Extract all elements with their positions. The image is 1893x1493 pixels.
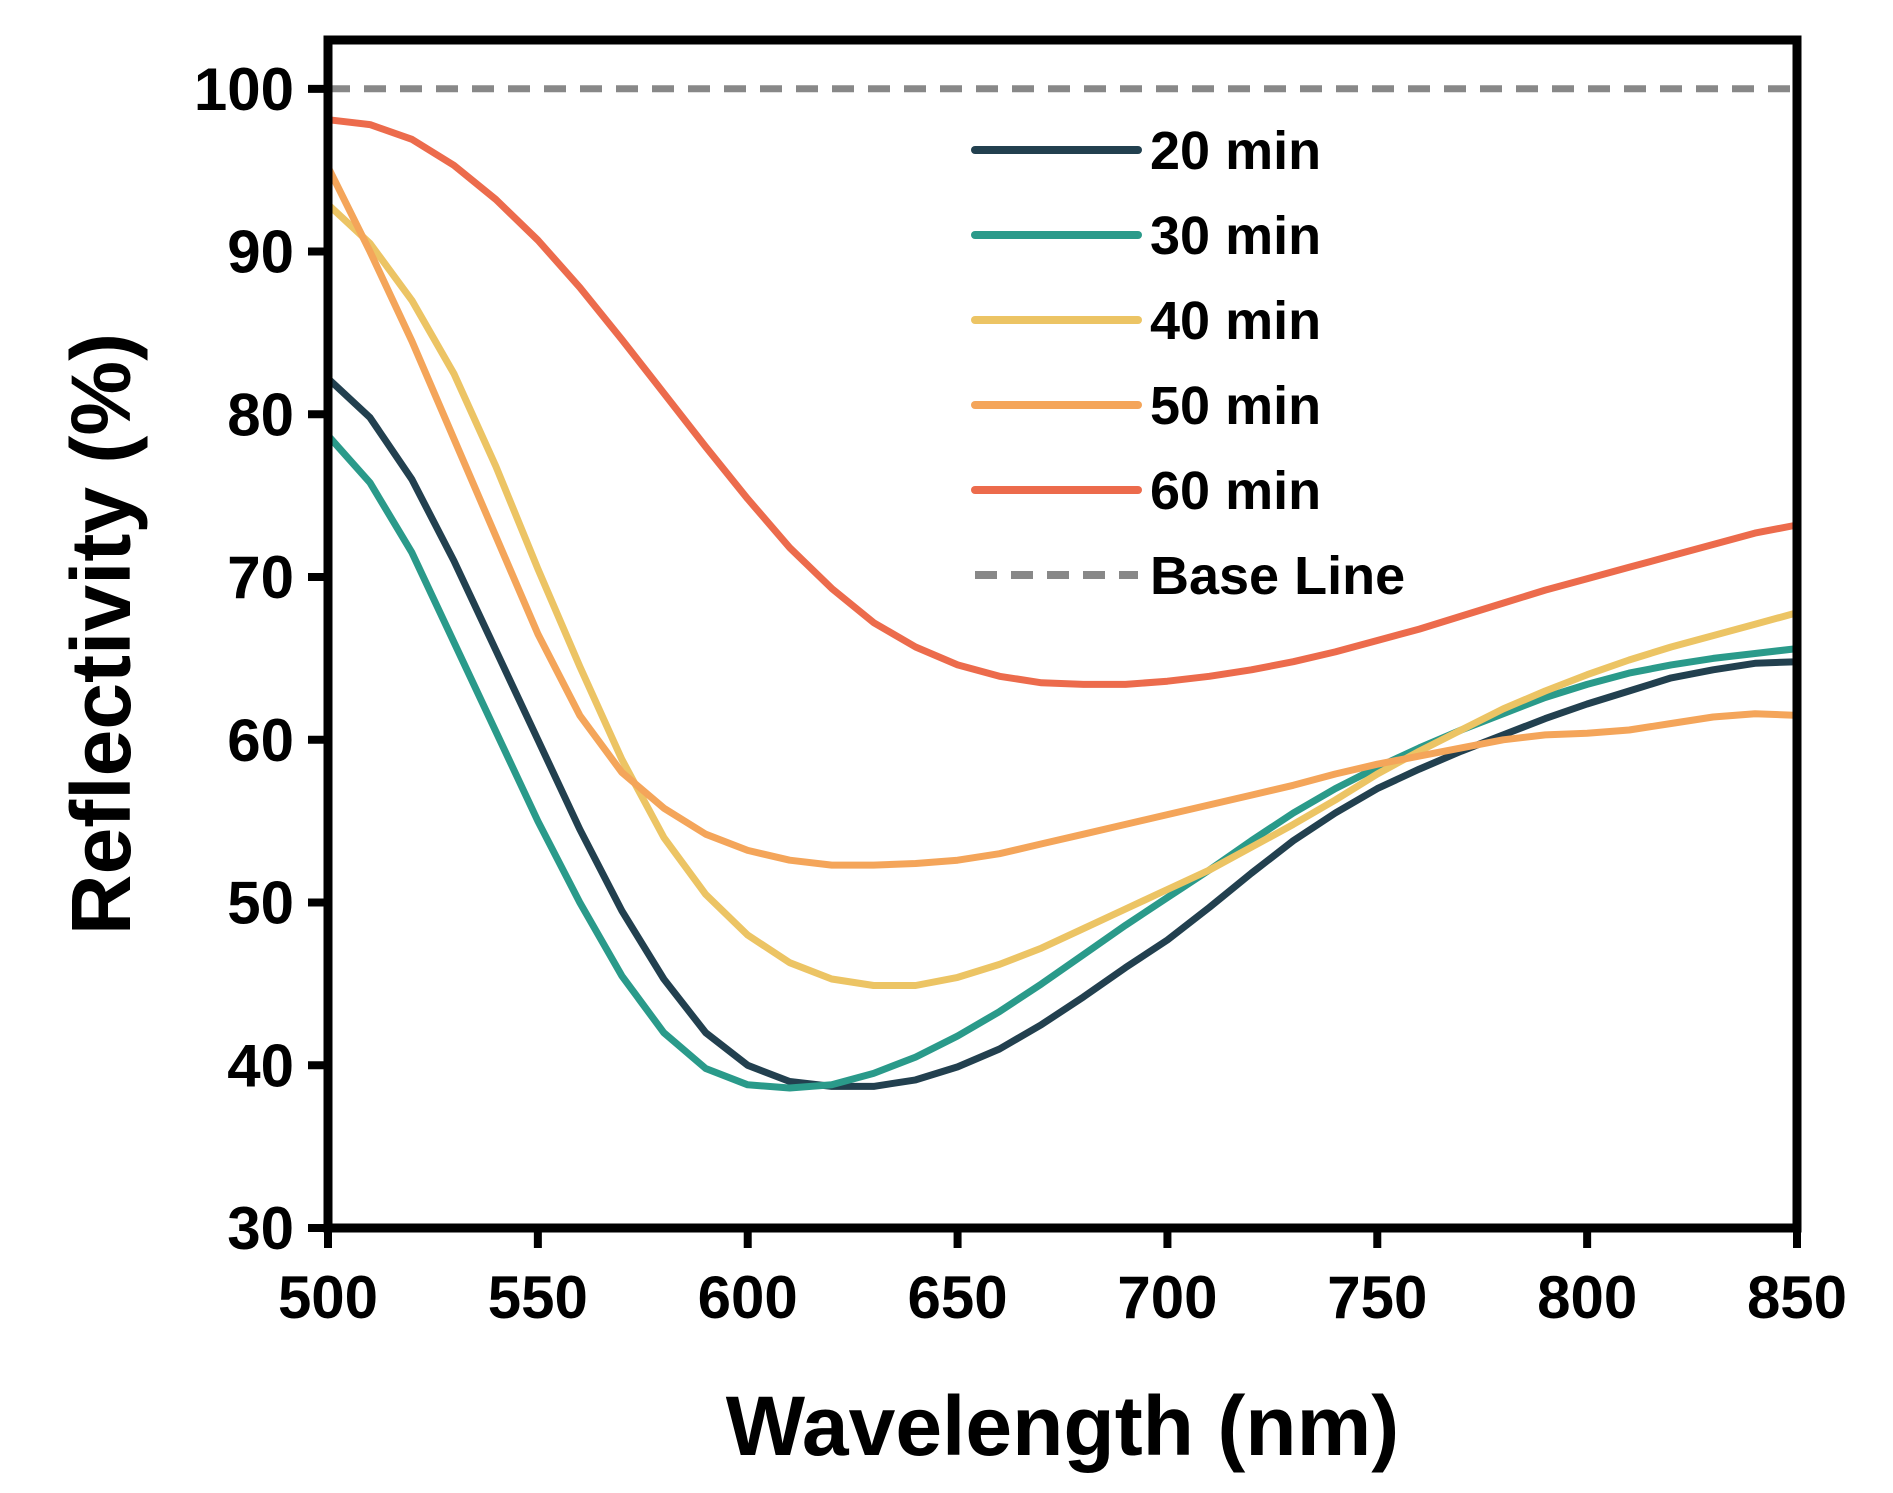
- series-layer: [324, 85, 1801, 1092]
- x-axis-title: Wavelength (nm): [726, 1379, 1400, 1473]
- y-tick-label: 100: [194, 56, 294, 123]
- legend-label: 20 min: [1150, 121, 1321, 181]
- legend-label: 60 min: [1150, 461, 1321, 521]
- series-line-30-min: [324, 432, 1801, 1092]
- series-line-50-min: [324, 163, 1801, 869]
- x-tick-label: 800: [1537, 1264, 1637, 1331]
- x-tick-label: 700: [1117, 1264, 1217, 1331]
- y-tick-label: 70: [227, 544, 294, 611]
- y-axis-title: Reflectivity (%): [54, 333, 148, 935]
- y-tick-label: 50: [227, 870, 294, 937]
- y-tick-label: 60: [227, 707, 294, 774]
- series-line-40-min: [324, 200, 1801, 989]
- x-tick-label: 650: [908, 1264, 1008, 1331]
- y-tick-label: 90: [227, 219, 294, 286]
- legend-label: 50 min: [1150, 376, 1321, 436]
- plot-frame: [323, 35, 1802, 1233]
- y-tick-label: 40: [227, 1032, 294, 1099]
- x-tick-label: 600: [698, 1264, 798, 1331]
- x-tick-label: 750: [1327, 1264, 1427, 1331]
- series-line-20-min: [324, 375, 1801, 1090]
- legend: 20 min 30 min 40 min 50 min 60 min Base Line: [971, 121, 1405, 606]
- legend-label: Base Line: [1150, 546, 1405, 606]
- y-tick-label: 30: [227, 1195, 294, 1262]
- y-tick-label: 80: [227, 381, 294, 448]
- legend-label: 30 min: [1150, 206, 1321, 266]
- x-tick-label: 500: [278, 1264, 378, 1331]
- x-tick-label: 550: [488, 1264, 588, 1331]
- series-line-60-min: [324, 116, 1801, 688]
- ticks-layer: 500 550 600 650 700 750 800 850 30 40 50 60 70 80 90 10…: [194, 56, 1847, 1331]
- legend-label: 40 min: [1150, 291, 1321, 351]
- x-tick-label: 850: [1747, 1264, 1847, 1331]
